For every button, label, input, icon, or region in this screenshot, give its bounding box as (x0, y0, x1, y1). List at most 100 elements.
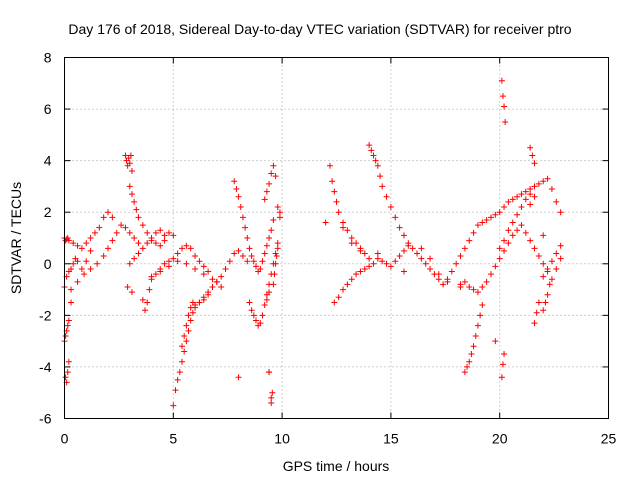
data-point (331, 299, 338, 306)
data-point (348, 235, 355, 241)
data-point (335, 209, 342, 216)
data-point (542, 299, 549, 306)
grid (64, 57, 609, 419)
data-point (187, 304, 194, 311)
data-point (553, 250, 560, 257)
data-point (392, 214, 399, 221)
data-point (244, 235, 251, 241)
data-point (128, 289, 135, 296)
data-point (272, 260, 279, 267)
data-point (501, 103, 508, 110)
data-point (487, 271, 494, 278)
data-point (109, 214, 116, 221)
data-point (487, 214, 494, 221)
data-point (261, 196, 268, 203)
data-point (461, 369, 468, 376)
data-point (527, 201, 534, 208)
data-point (183, 242, 190, 249)
data-point (68, 265, 75, 272)
data-point (509, 232, 516, 239)
data-point (518, 191, 525, 198)
data-point (235, 374, 242, 381)
data-point (127, 152, 134, 159)
data-point (200, 271, 207, 278)
data-point (409, 245, 416, 252)
axis-ticks (64, 57, 609, 419)
data-point (187, 245, 194, 252)
data-point (348, 276, 355, 283)
data-point (368, 147, 375, 154)
plot-frame (64, 57, 609, 419)
data-point (387, 204, 394, 211)
data-point (483, 278, 490, 285)
data-point (128, 191, 135, 198)
data-point (505, 198, 512, 205)
x-tick-label: 20 (492, 431, 508, 447)
y-tick-label: 8 (44, 50, 52, 66)
data-point (457, 253, 464, 260)
data-point (87, 247, 94, 254)
data-point (183, 322, 190, 329)
data-point (81, 271, 88, 278)
data-point (422, 260, 429, 267)
data-point (361, 250, 368, 257)
data-point (144, 299, 151, 306)
data-point (531, 183, 538, 190)
data-point (483, 216, 490, 223)
data-point (272, 250, 279, 257)
data-point (468, 351, 475, 358)
data-point (209, 276, 216, 283)
data-point (266, 369, 273, 376)
data-point (62, 374, 69, 381)
data-point (499, 93, 506, 100)
data-point (205, 268, 212, 275)
data-point (540, 178, 547, 185)
data-point (329, 178, 336, 185)
data-point (400, 247, 407, 254)
data-point (231, 250, 238, 257)
x-tick-label: 5 (169, 431, 177, 447)
data-point (100, 253, 107, 260)
data-point (122, 152, 129, 159)
data-point (492, 211, 499, 218)
y-axis-label: SDTVAR / TECUs (8, 182, 24, 294)
data-point (139, 296, 146, 303)
data-point (126, 160, 133, 167)
data-point (527, 191, 534, 198)
data-point (335, 294, 342, 301)
data-point (470, 343, 477, 350)
data-point (205, 291, 212, 298)
data-point (144, 240, 151, 247)
data-point (105, 245, 112, 252)
data-point (557, 242, 564, 249)
data-point (366, 142, 373, 149)
data-point (64, 235, 71, 241)
data-point (144, 229, 151, 236)
data-point (174, 258, 181, 265)
data-point (557, 209, 564, 216)
data-point (427, 265, 434, 272)
x-tick-label: 0 (61, 431, 69, 447)
data-point (87, 235, 94, 241)
data-point (461, 245, 468, 252)
data-point (200, 263, 207, 270)
data-point (235, 247, 242, 254)
data-point (553, 198, 560, 205)
data-point (261, 302, 268, 309)
data-point (514, 193, 521, 200)
data-point (237, 204, 244, 211)
data-point (535, 180, 542, 187)
y-tick-label: 2 (44, 204, 52, 220)
data-point (548, 258, 555, 265)
data-point (126, 229, 133, 236)
data-point (274, 204, 281, 211)
data-point (374, 250, 381, 257)
data-point (64, 369, 71, 376)
data-point (268, 227, 275, 234)
data-point (498, 77, 505, 84)
data-point (148, 235, 155, 241)
data-point (183, 260, 190, 267)
data-point (553, 265, 560, 272)
data-point (64, 322, 71, 329)
data-point (370, 152, 377, 159)
